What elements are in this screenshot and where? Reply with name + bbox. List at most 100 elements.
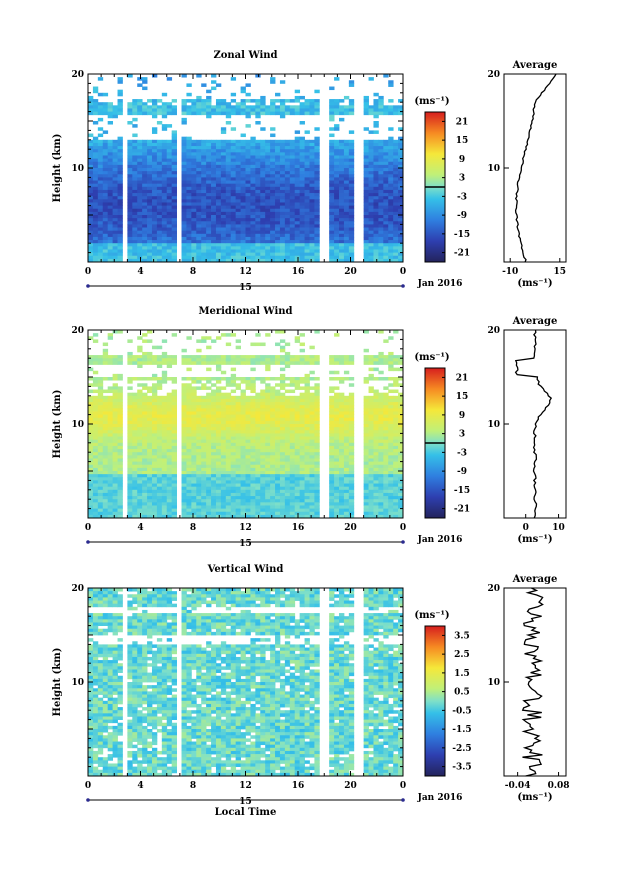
heatmap-cell <box>329 117 335 122</box>
heatmap-cell <box>270 186 276 191</box>
heatmap-cell <box>348 236 355 241</box>
heatmap-cell <box>206 420 212 425</box>
heatmap-cell <box>230 474 237 478</box>
heatmap-cell <box>373 186 379 191</box>
heatmap-cell <box>211 402 217 406</box>
heatmap-cell <box>383 224 389 228</box>
heatmap-cell <box>314 417 320 422</box>
heatmap-cell <box>304 180 310 185</box>
heatmap-cell <box>97 208 104 213</box>
heatmap-cell <box>294 95 301 100</box>
heatmap-cell <box>255 164 261 169</box>
heatmap-cell <box>161 430 168 434</box>
heatmap-cell <box>225 224 232 228</box>
heatmap-cell <box>245 152 251 156</box>
heatmap-cell <box>343 174 350 178</box>
heatmap-cell <box>201 193 207 197</box>
heatmap-cell <box>260 380 266 384</box>
heatmap-cell <box>127 108 133 112</box>
heatmap-cell <box>393 180 399 185</box>
heatmap-cell <box>329 508 335 513</box>
heatmap-cell <box>245 246 251 250</box>
heatmap-cell <box>201 174 207 178</box>
heatmap-cell <box>373 99 379 103</box>
heatmap-cell <box>279 499 286 503</box>
heatmap-cell <box>284 255 291 260</box>
heatmap-cell <box>220 161 227 166</box>
heatmap-cell <box>137 149 143 153</box>
heatmap-cell <box>97 258 104 262</box>
heatmap-cell <box>142 355 148 359</box>
heatmap-cell <box>275 489 281 494</box>
heatmap-cell <box>250 455 256 459</box>
heatmap-cell <box>230 199 237 203</box>
heatmap-cell <box>240 152 246 156</box>
heatmap-cell <box>97 471 104 475</box>
heatmap-cell <box>151 511 158 516</box>
heatmap-cell <box>250 168 256 172</box>
heatmap-cell <box>235 105 241 109</box>
heatmap-cell <box>230 92 237 97</box>
heatmap-cell <box>279 464 286 469</box>
heatmap-cell <box>388 108 394 112</box>
heatmap-cell <box>245 177 251 181</box>
heatmap-cell <box>117 474 123 478</box>
heatmap-cell <box>388 196 394 200</box>
heatmap-cell <box>112 511 118 516</box>
heatmap-cell <box>230 414 237 419</box>
heatmap-cell <box>137 377 143 381</box>
heatmap-cell <box>329 236 335 241</box>
heatmap-cell <box>265 467 271 472</box>
heatmap-cell <box>398 199 403 203</box>
heatmap-cell <box>201 420 207 425</box>
heatmap-cell <box>265 152 271 156</box>
heatmap-cell <box>245 445 251 450</box>
heatmap-cell <box>215 502 222 506</box>
heatmap-cell <box>245 398 251 403</box>
heatmap-cell <box>270 127 276 131</box>
heatmap-cell <box>161 508 168 513</box>
heatmap-cell <box>279 215 286 219</box>
heatmap-cell <box>211 461 217 466</box>
heatmap-cell <box>127 171 133 175</box>
heatmap-cell <box>240 398 246 403</box>
heatmap-cell <box>191 499 197 503</box>
heatmap-cell <box>132 133 138 138</box>
heatmap-cell <box>289 180 296 185</box>
heatmap-cell <box>171 480 177 484</box>
heatmap-cell <box>132 215 138 219</box>
heatmap-cell <box>270 252 276 257</box>
heatmap-cell <box>279 480 286 484</box>
heatmap-cell <box>88 496 94 500</box>
heatmap-cell <box>147 405 153 409</box>
heatmap-cell <box>329 199 335 203</box>
heatmap-cell <box>201 255 207 260</box>
heatmap-cell <box>117 477 123 481</box>
heatmap-cell <box>230 149 237 153</box>
heatmap-cell <box>304 224 310 228</box>
heatmap-cell <box>368 183 374 188</box>
heatmap-cell <box>166 486 173 491</box>
heatmap-cell <box>132 230 138 235</box>
heatmap-cell <box>230 383 237 387</box>
heatmap-cell <box>230 380 237 384</box>
heatmap-cell <box>240 505 246 509</box>
heatmap-cell <box>279 430 286 434</box>
heatmap-cell <box>142 168 148 172</box>
heatmap-cell <box>235 149 241 153</box>
heatmap-cell <box>220 108 227 112</box>
heatmap-cell <box>92 86 99 91</box>
heatmap-cell <box>279 367 286 372</box>
heatmap-cell <box>388 152 394 156</box>
heatmap-cell <box>284 155 291 159</box>
heatmap-cell <box>196 445 202 450</box>
heatmap-cell <box>260 158 266 163</box>
heatmap-cell <box>97 152 104 156</box>
heatmap-cell <box>181 224 187 228</box>
heatmap-cell <box>235 511 241 516</box>
heatmap-cell <box>156 108 163 112</box>
heatmap-cell <box>245 227 251 232</box>
heatmap-cell <box>235 224 241 228</box>
heatmap-cell <box>275 486 281 491</box>
heatmap-cell <box>235 193 241 197</box>
